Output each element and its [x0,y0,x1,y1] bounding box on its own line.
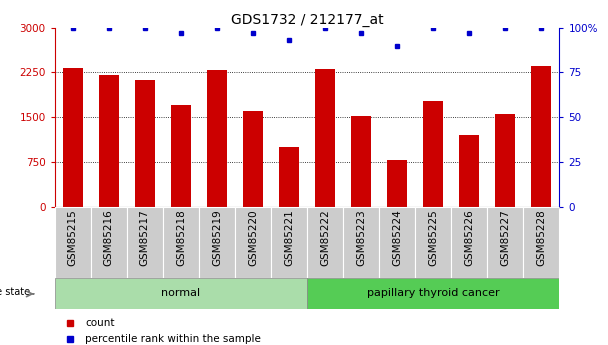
Bar [127,207,163,278]
Text: count: count [85,318,114,327]
Bar [315,69,335,207]
Bar [63,68,83,207]
Bar [271,207,307,278]
Bar [163,207,199,278]
Bar [343,207,379,278]
Bar [307,207,343,278]
Bar [451,207,487,278]
Text: GSM85225: GSM85225 [428,209,438,266]
Text: percentile rank within the sample: percentile rank within the sample [85,334,261,344]
Text: GSM85226: GSM85226 [465,209,474,266]
Bar [487,207,523,278]
Bar [415,207,451,278]
Bar [55,207,91,278]
Text: GSM85218: GSM85218 [176,209,186,266]
Text: GSM85223: GSM85223 [356,209,366,266]
Title: GDS1732 / 212177_at: GDS1732 / 212177_at [230,12,384,27]
Text: normal: normal [161,288,201,298]
Bar [423,100,443,207]
Bar [207,70,227,207]
Bar [171,105,191,207]
Bar [279,147,299,207]
Text: disease state: disease state [0,287,30,297]
Bar [55,278,307,309]
Bar [243,111,263,207]
Text: GSM85228: GSM85228 [536,209,547,266]
Text: GSM85224: GSM85224 [392,209,402,266]
Text: GSM85220: GSM85220 [248,209,258,266]
Bar [135,80,155,207]
Bar [235,207,271,278]
Bar [379,207,415,278]
Text: GSM85215: GSM85215 [67,209,78,266]
Bar [523,207,559,278]
Bar [91,207,127,278]
Text: GSM85227: GSM85227 [500,209,510,266]
Bar [459,135,479,207]
Text: GSM85219: GSM85219 [212,209,222,266]
Text: GSM85216: GSM85216 [104,209,114,266]
Bar [387,160,407,207]
Bar [496,114,515,207]
Text: papillary thyroid cancer: papillary thyroid cancer [367,288,500,298]
Text: GSM85221: GSM85221 [284,209,294,266]
Bar [351,116,371,207]
Bar [99,76,119,207]
Text: GSM85222: GSM85222 [320,209,330,266]
Bar [199,207,235,278]
Text: GSM85217: GSM85217 [140,209,150,266]
Bar [531,67,551,207]
Bar [307,278,559,309]
